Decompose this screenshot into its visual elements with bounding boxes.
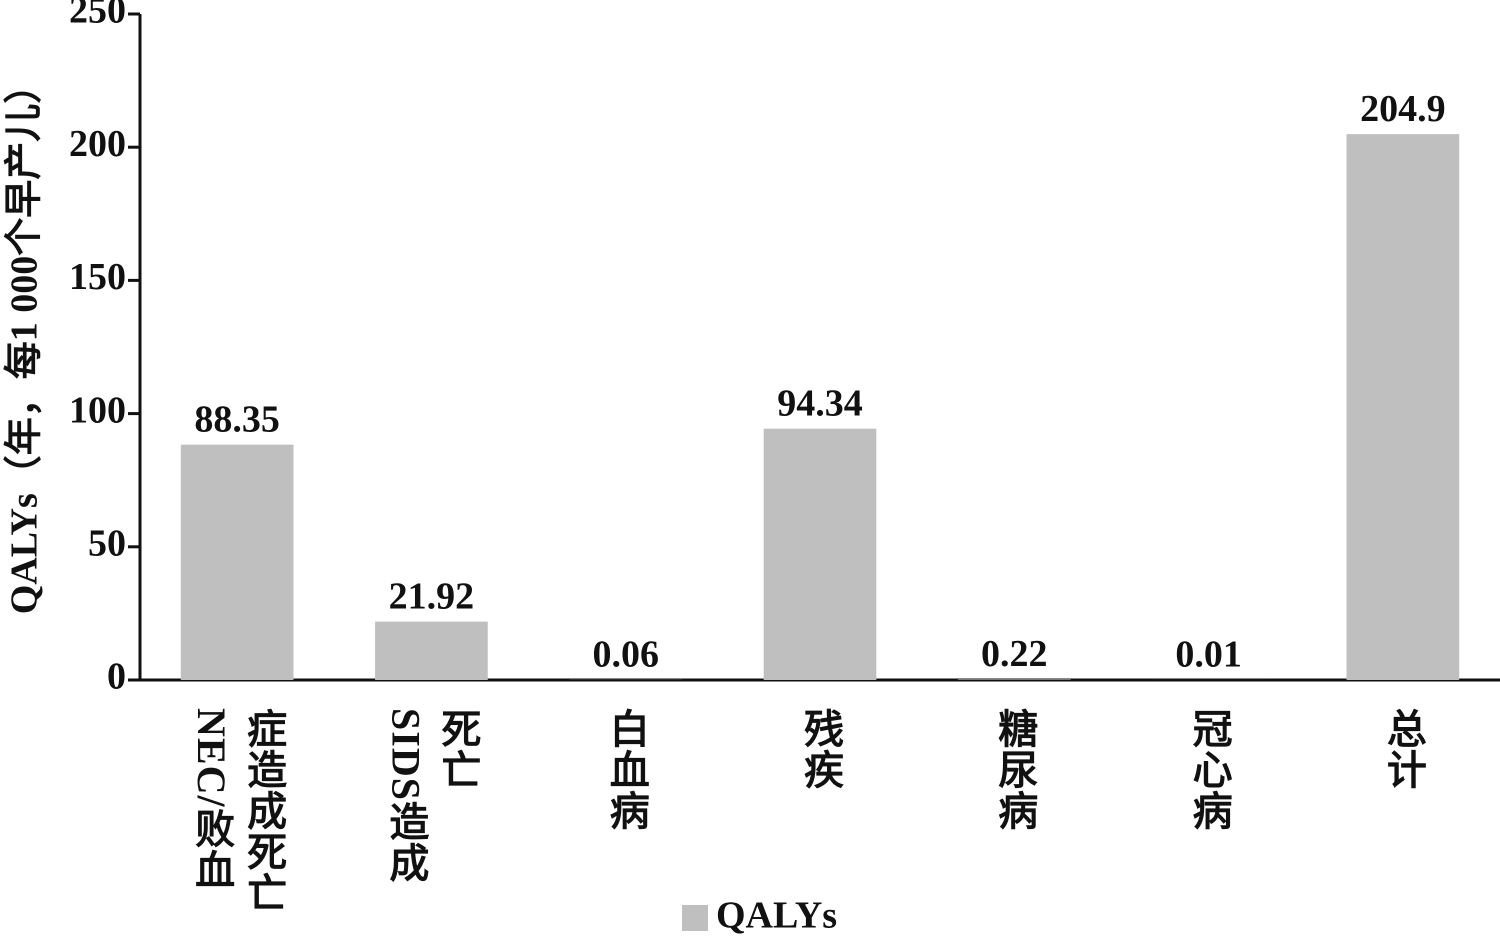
value-label: 204.9 (1360, 88, 1446, 130)
legend-swatch (682, 905, 708, 931)
y-tick-label: 100 (69, 389, 126, 431)
bar (763, 428, 877, 680)
value-label: 0.06 (592, 634, 659, 676)
x-tick-label: SIDS造成死亡 (383, 708, 481, 883)
value-label: 88.35 (194, 398, 280, 440)
value-label: 0.01 (1175, 634, 1242, 676)
bar (180, 444, 294, 680)
x-tick-label: 残疾 (798, 708, 843, 790)
y-tick-label: 250 (69, 0, 126, 32)
y-tick-label: 150 (69, 256, 126, 298)
legend-label: QALYs (716, 895, 837, 937)
y-tick-label: 0 (107, 656, 126, 698)
x-tick-label: 糖尿病 (992, 708, 1038, 831)
x-tick-label: 冠心病 (1186, 708, 1232, 831)
value-label: 21.92 (389, 575, 475, 617)
value-label: 0.22 (981, 633, 1048, 675)
value-label: 94.34 (777, 382, 863, 424)
y-axis-label: QALYs（年，每1 000个早产儿） (4, 66, 46, 615)
bar (957, 679, 1071, 680)
bar (375, 621, 488, 680)
bar (1346, 134, 1460, 681)
y-tick-label: 50 (88, 523, 126, 565)
y-tick-label: 200 (69, 123, 126, 165)
x-tick-label: NEC/败血症造成死亡 (189, 708, 287, 913)
x-tick-label: 总计 (1380, 708, 1426, 790)
x-tick-label: 白血病 (603, 708, 649, 831)
